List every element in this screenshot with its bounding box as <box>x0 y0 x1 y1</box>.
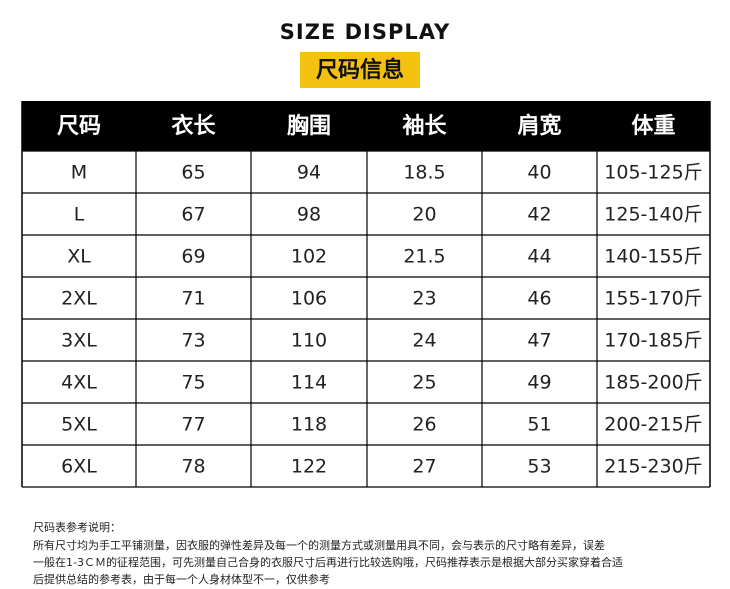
table-cell: 51 <box>527 414 551 436</box>
table-cell: 47 <box>527 330 551 352</box>
page-title: SIZE DISPLAY <box>280 20 450 44</box>
table-cell: 106 <box>291 288 327 310</box>
table-cell: 200-215斤 <box>604 414 702 436</box>
table-cell: 18.5 <box>403 162 445 184</box>
table-cell: 71 <box>181 288 205 310</box>
table-cell: 125-140斤 <box>604 204 702 226</box>
table-cell: 67 <box>181 204 205 226</box>
table-cell: 3XL <box>61 330 97 352</box>
table-cell: 49 <box>527 372 551 394</box>
table-cell: M <box>71 162 87 184</box>
table-cell: 24 <box>412 330 436 352</box>
table-cell: 42 <box>527 204 551 226</box>
table-cell: 77 <box>181 414 205 436</box>
table-cell: 65 <box>181 162 205 184</box>
column-header: 体重 <box>631 114 675 139</box>
table-cell: 98 <box>297 204 321 226</box>
notes-title: 尺码表参考说明： <box>33 520 121 534</box>
table-cell: 122 <box>291 456 327 478</box>
table-cell: 215-230斤 <box>604 456 702 478</box>
column-header: 尺码 <box>57 114 101 139</box>
table-cell: 69 <box>181 246 205 268</box>
table-cell: 75 <box>181 372 205 394</box>
table-header-bg <box>22 101 710 151</box>
badge-box <box>300 52 420 88</box>
table-cell: 20 <box>412 204 436 226</box>
table-cell: 53 <box>527 456 551 478</box>
table-cell: 26 <box>412 414 436 436</box>
table-cell: 140-155斤 <box>604 246 702 268</box>
note-line: 所有尺寸均为手工平铺测量，因衣服的弹性差异及每一个的测量方式或测量用具不同，会与… <box>33 538 605 552</box>
column-header: 胸围 <box>287 113 331 139</box>
table-cell: 2XL <box>61 288 97 310</box>
table-cell: 46 <box>527 288 551 310</box>
table-cell: 94 <box>297 162 321 184</box>
badge-text: 尺码信息 <box>316 57 404 83</box>
table-cell: 6XL <box>61 456 97 478</box>
table-cell: 73 <box>181 330 205 352</box>
table-cell: 170-185斤 <box>604 330 702 352</box>
column-header: 肩宽 <box>517 113 561 139</box>
table-cell: 21.5 <box>403 246 445 268</box>
table-cell: L <box>74 204 85 226</box>
table-cell: 78 <box>181 456 205 478</box>
table-cell: 5XL <box>61 414 97 436</box>
table-cell: 102 <box>291 246 327 268</box>
table-cell: 25 <box>412 372 436 394</box>
table-cell: 105-125斤 <box>604 162 702 184</box>
table-cell: 110 <box>291 330 327 352</box>
table-cell: 118 <box>291 414 327 436</box>
table-cell: 4XL <box>61 372 97 394</box>
note-line: 一般在1-3ＣＭ的征程范围，可先测量自己合身的衣服尺寸后再进行比较选购哦，尺码推… <box>33 555 623 569</box>
table-cell: XL <box>67 246 91 268</box>
table-cell: 155-170斤 <box>604 288 702 310</box>
note-line: 后提供总结的参考表，由于每一个人身材体型不一，仅供参考 <box>33 572 330 585</box>
column-header: 袖长 <box>402 113 447 139</box>
table-cell: 40 <box>527 162 551 184</box>
table-cell: 27 <box>412 456 436 478</box>
table-cell: 44 <box>527 246 551 268</box>
table-cell: 23 <box>412 288 436 310</box>
table-cell: 114 <box>291 372 327 394</box>
table-cell: 185-200斤 <box>604 372 702 394</box>
column-header: 衣长 <box>171 113 216 139</box>
